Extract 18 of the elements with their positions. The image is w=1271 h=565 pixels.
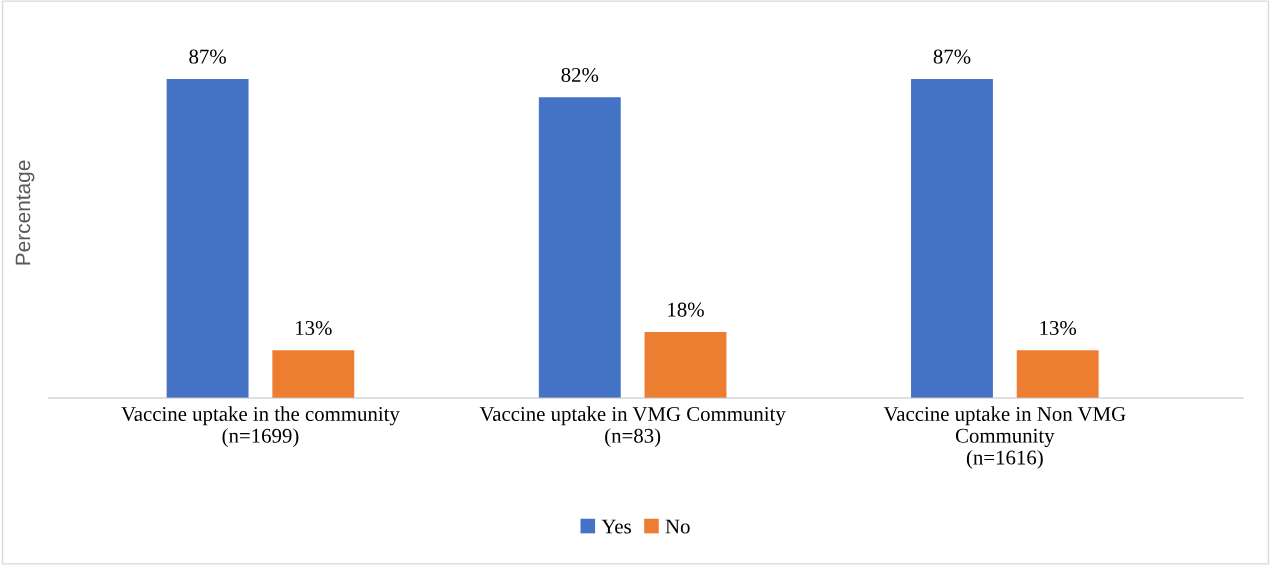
data-label: 13% bbox=[1040, 320, 1077, 336]
data-label: 87% bbox=[189, 49, 226, 64]
x-tick-label: Vaccine uptake in the community (n=1699) bbox=[121, 406, 400, 448]
bar bbox=[644, 331, 727, 398]
bar bbox=[166, 78, 249, 398]
y-axis-title: Percentage bbox=[15, 160, 35, 265]
x-tick-label: Vaccine uptake in VMG Community (n=83) bbox=[479, 406, 786, 448]
data-label: 82% bbox=[561, 67, 599, 83]
data-label: 87% bbox=[933, 49, 971, 64]
legend-label: Yes bbox=[601, 519, 631, 534]
bar bbox=[538, 97, 621, 398]
data-label: 13% bbox=[296, 320, 332, 336]
bar bbox=[272, 350, 355, 398]
x-tick-label: Vaccine uptake in Non VMG Community (n=1616) bbox=[883, 406, 1126, 469]
bar bbox=[1016, 350, 1099, 398]
data-label: 18% bbox=[668, 302, 704, 317]
legend-label: No bbox=[665, 519, 690, 534]
bar bbox=[911, 78, 993, 398]
